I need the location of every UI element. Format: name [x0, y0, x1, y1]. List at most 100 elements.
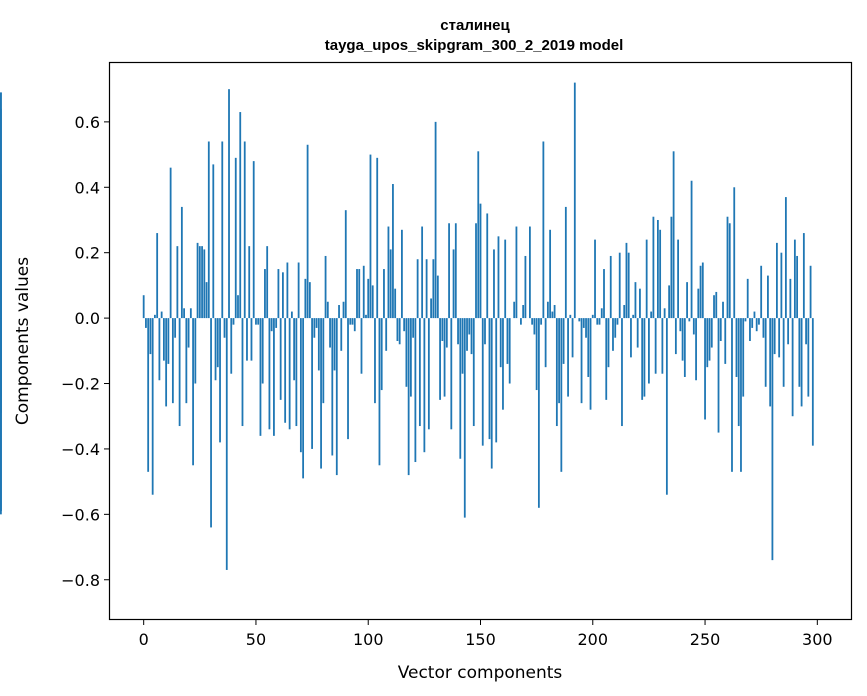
bar	[160, 311, 163, 319]
bar	[598, 318, 601, 325]
bar	[578, 318, 581, 322]
bar	[459, 318, 462, 459]
bar	[697, 288, 700, 319]
bar	[533, 318, 536, 335]
bar	[585, 318, 587, 338]
bar	[742, 318, 745, 397]
bar	[0, 219, 2, 319]
bar	[234, 157, 237, 319]
bar	[497, 236, 500, 319]
bar	[755, 318, 758, 332]
bar	[196, 242, 199, 319]
bar	[311, 318, 313, 449]
bar	[203, 249, 206, 319]
x-tick-label: 150	[465, 630, 496, 649]
bar	[551, 311, 554, 319]
bar	[535, 318, 538, 391]
bar	[632, 314, 635, 319]
bar	[591, 314, 594, 319]
bar	[171, 318, 174, 404]
bar	[589, 318, 592, 410]
bar	[580, 318, 583, 404]
bar	[425, 259, 428, 319]
bar	[809, 265, 812, 319]
bar	[735, 318, 738, 377]
bar	[452, 249, 455, 319]
bar	[564, 206, 567, 319]
bar	[522, 305, 525, 319]
bar	[636, 318, 639, 348]
bar	[650, 311, 653, 319]
bar	[192, 318, 194, 466]
bar	[232, 318, 235, 325]
bar	[472, 318, 475, 427]
bar	[335, 318, 338, 476]
bar	[237, 295, 239, 319]
bar	[293, 318, 296, 381]
bar	[401, 229, 403, 319]
bar	[463, 318, 466, 518]
bar	[767, 275, 769, 319]
bar	[508, 318, 511, 384]
bar	[389, 249, 392, 319]
bar	[486, 213, 489, 319]
bar	[549, 229, 552, 319]
bar	[412, 318, 415, 338]
bar	[490, 318, 493, 469]
bar	[789, 278, 792, 319]
bar	[169, 167, 172, 319]
bar	[333, 318, 336, 371]
bar	[374, 318, 376, 404]
bar	[733, 187, 736, 319]
x-tick-label: 100	[353, 630, 384, 649]
bar	[349, 318, 352, 325]
bar	[409, 318, 412, 397]
bar	[385, 318, 388, 351]
bar	[704, 318, 706, 420]
bar	[266, 246, 269, 319]
bar	[448, 223, 450, 319]
chart-subtitle: tayga_upos_skipgram_300_2_2019 model	[325, 37, 624, 54]
bar	[724, 318, 727, 364]
bar	[201, 246, 203, 319]
y-tick-label: −0.4	[61, 440, 100, 459]
bar	[771, 318, 774, 561]
bar	[710, 318, 713, 348]
bar	[223, 318, 226, 338]
bar	[194, 318, 197, 384]
bar	[627, 252, 630, 319]
bar	[0, 92, 2, 319]
bar	[558, 318, 560, 404]
bar	[154, 314, 156, 319]
bar	[495, 318, 498, 443]
bar	[324, 255, 327, 319]
bar	[427, 318, 430, 430]
bar	[183, 308, 185, 319]
bar	[479, 203, 482, 319]
bar	[450, 318, 453, 430]
bar	[243, 141, 246, 319]
bar	[180, 206, 183, 319]
bar	[185, 318, 188, 404]
bar	[156, 233, 159, 319]
bar	[252, 161, 255, 319]
bar	[760, 265, 763, 319]
x-tick-label: 50	[246, 630, 266, 649]
bar	[145, 318, 147, 328]
x-tick-label: 200	[577, 630, 608, 649]
y-tick-label: 0.6	[75, 113, 100, 132]
bar	[726, 216, 729, 319]
bar	[353, 318, 356, 332]
bar	[423, 318, 426, 453]
bar	[782, 318, 785, 387]
bar	[524, 255, 527, 319]
bar	[351, 318, 354, 325]
bar	[531, 318, 534, 325]
bar	[493, 249, 495, 319]
bar	[618, 252, 621, 319]
bar	[430, 298, 432, 319]
bar	[699, 265, 702, 319]
bar	[326, 301, 329, 319]
bar	[320, 318, 322, 469]
bar	[573, 82, 576, 319]
